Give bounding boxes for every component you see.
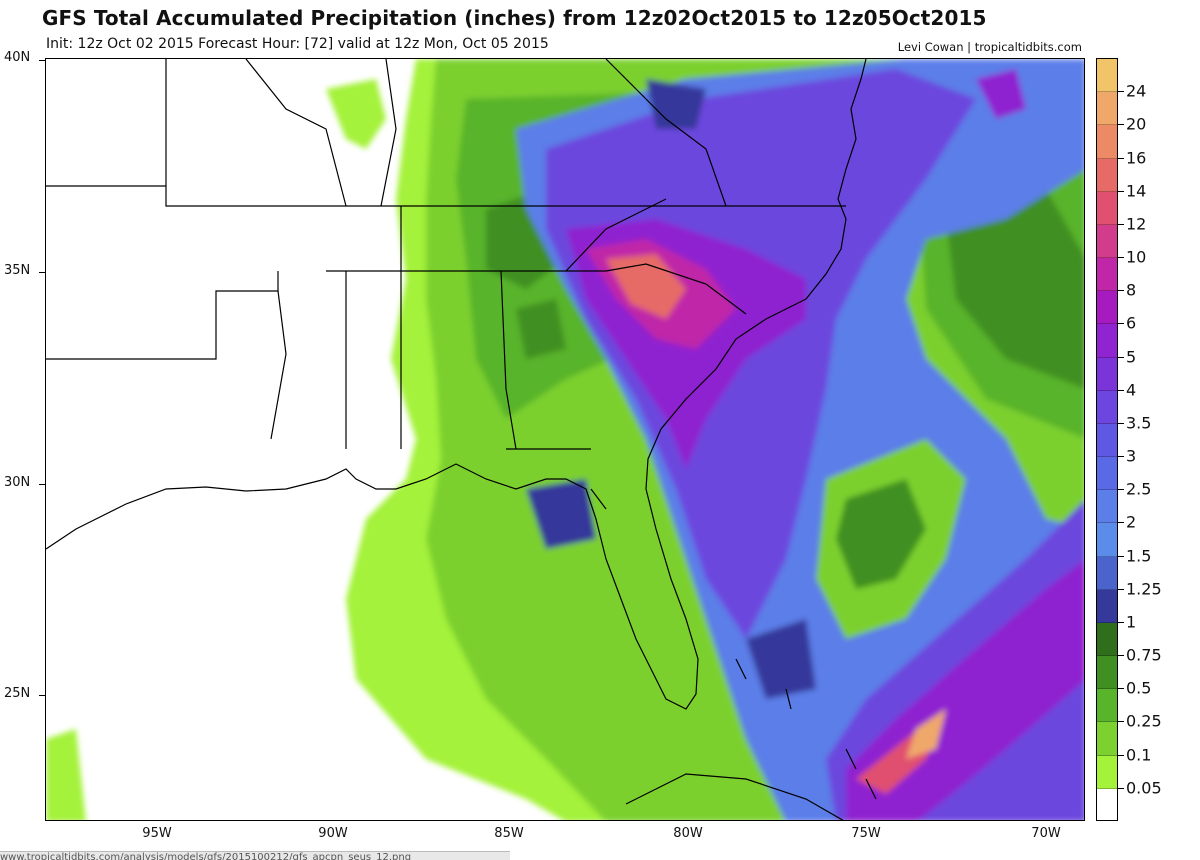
colorbar-label: 24 <box>1126 81 1147 101</box>
status-url: www.tropicaltidbits.com/analysis/models/… <box>0 852 412 860</box>
colorbar-swatch <box>1097 722 1117 756</box>
colorbar-swatch <box>1097 788 1117 820</box>
colorbar-tick <box>1118 522 1124 524</box>
colorbar-swatch <box>1097 324 1117 358</box>
colorbar-label: 4 <box>1126 380 1137 400</box>
colorbar-swatch <box>1097 589 1117 623</box>
colorbar-swatch <box>1097 523 1117 557</box>
colorbar-tick <box>1118 588 1124 590</box>
colorbar-label: 5 <box>1126 347 1137 367</box>
colorbar-swatch <box>1097 656 1117 690</box>
colorbar-tick <box>1118 91 1124 93</box>
lat-label-40n: 40N <box>4 50 31 65</box>
colorbar-swatch <box>1097 689 1117 723</box>
colorbar-tick <box>1118 555 1124 557</box>
colorbar-swatch <box>1097 490 1117 524</box>
colorbar-tick <box>1118 456 1124 458</box>
colorbar-swatch <box>1097 357 1117 391</box>
state-boundaries <box>46 59 877 820</box>
colorbar-swatch <box>1097 390 1117 424</box>
precipitation-map <box>45 58 1085 821</box>
colorbar-tick <box>1118 290 1124 292</box>
map-title: GFS Total Accumulated Precipitation (inc… <box>42 6 987 30</box>
colorbar-tick <box>1118 124 1124 126</box>
lon-label-85w: 85W <box>494 826 524 841</box>
colorbar-tick <box>1118 223 1124 225</box>
colorbar-label: 2.5 <box>1126 479 1152 499</box>
colorbar-label: 12 <box>1126 214 1147 234</box>
colorbar-tick <box>1118 754 1124 756</box>
colorbar-tick <box>1118 389 1124 391</box>
colorbar-label: 0.5 <box>1126 678 1152 698</box>
colorbar-swatch <box>1097 291 1117 325</box>
colorbar-swatch <box>1097 258 1117 292</box>
colorbar-label: 3.5 <box>1126 413 1152 433</box>
map-subtitle: Init: 12z Oct 02 2015 Forecast Hour: [72… <box>46 36 549 52</box>
colorbar-label: 16 <box>1126 148 1147 168</box>
colorbar-label: 0.75 <box>1126 645 1162 665</box>
lat-label-25n: 25N <box>4 686 31 701</box>
colorbar-tick <box>1118 787 1124 789</box>
colorbar-label: 0.25 <box>1126 711 1162 731</box>
colorbar-swatch <box>1097 92 1117 126</box>
colorbar-label: 8 <box>1126 280 1137 300</box>
colorbar-swatch <box>1097 556 1117 590</box>
colorbar-label: 2 <box>1126 512 1137 532</box>
colorbar-label: 6 <box>1126 313 1137 333</box>
colorbar-label: 20 <box>1126 114 1147 134</box>
colorbar-swatch <box>1097 755 1117 789</box>
colorbar-tick <box>1118 190 1124 192</box>
colorbar-swatch <box>1097 622 1117 657</box>
colorbar-tick <box>1118 257 1124 259</box>
lon-label-80w: 80W <box>673 826 703 841</box>
colorbar-swatch <box>1097 457 1117 491</box>
lon-label-70w: 70W <box>1031 826 1061 841</box>
colorbar-tick <box>1118 489 1124 491</box>
colorbar-label: 3 <box>1126 446 1137 466</box>
colorbar-swatch <box>1097 423 1117 458</box>
colorbar-label: 1.25 <box>1126 579 1162 599</box>
colorbar-label: 10 <box>1126 247 1147 267</box>
precip-map-graphic <box>46 59 1084 820</box>
colorbar-tick <box>1118 323 1124 325</box>
colorbar-label: 0.1 <box>1126 745 1152 765</box>
colorbar-swatch <box>1097 224 1117 259</box>
lon-label-75w: 75W <box>851 826 881 841</box>
colorbar-tick <box>1118 621 1124 623</box>
credit-text: Levi Cowan | tropicaltidbits.com <box>897 40 1082 54</box>
colorbar-tick <box>1118 157 1124 159</box>
colorbar-tick <box>1118 688 1124 690</box>
lon-label-90w: 90W <box>318 826 348 841</box>
colorbar-label: 1.5 <box>1126 546 1152 566</box>
colorbar-tick <box>1118 422 1124 424</box>
colorbar-swatch <box>1097 125 1117 159</box>
colorbar-label: 0.05 <box>1126 778 1162 798</box>
colorbar-tick <box>1118 655 1124 657</box>
colorbar-tick <box>1118 356 1124 358</box>
lat-label-30n: 30N <box>4 475 31 490</box>
colorbar-tick <box>1118 721 1124 723</box>
browser-status-bar: www.tropicaltidbits.com/analysis/models/… <box>0 851 510 860</box>
colorbar-swatch <box>1097 59 1117 93</box>
precip-colorbar <box>1096 58 1118 821</box>
lat-label-35n: 35N <box>4 263 31 278</box>
lon-label-95w: 95W <box>142 826 172 841</box>
colorbar-label: 1 <box>1126 612 1137 632</box>
colorbar-swatch <box>1097 158 1117 192</box>
colorbar-swatch <box>1097 191 1117 225</box>
colorbar-label: 14 <box>1126 181 1147 201</box>
precip-field <box>46 59 1084 820</box>
